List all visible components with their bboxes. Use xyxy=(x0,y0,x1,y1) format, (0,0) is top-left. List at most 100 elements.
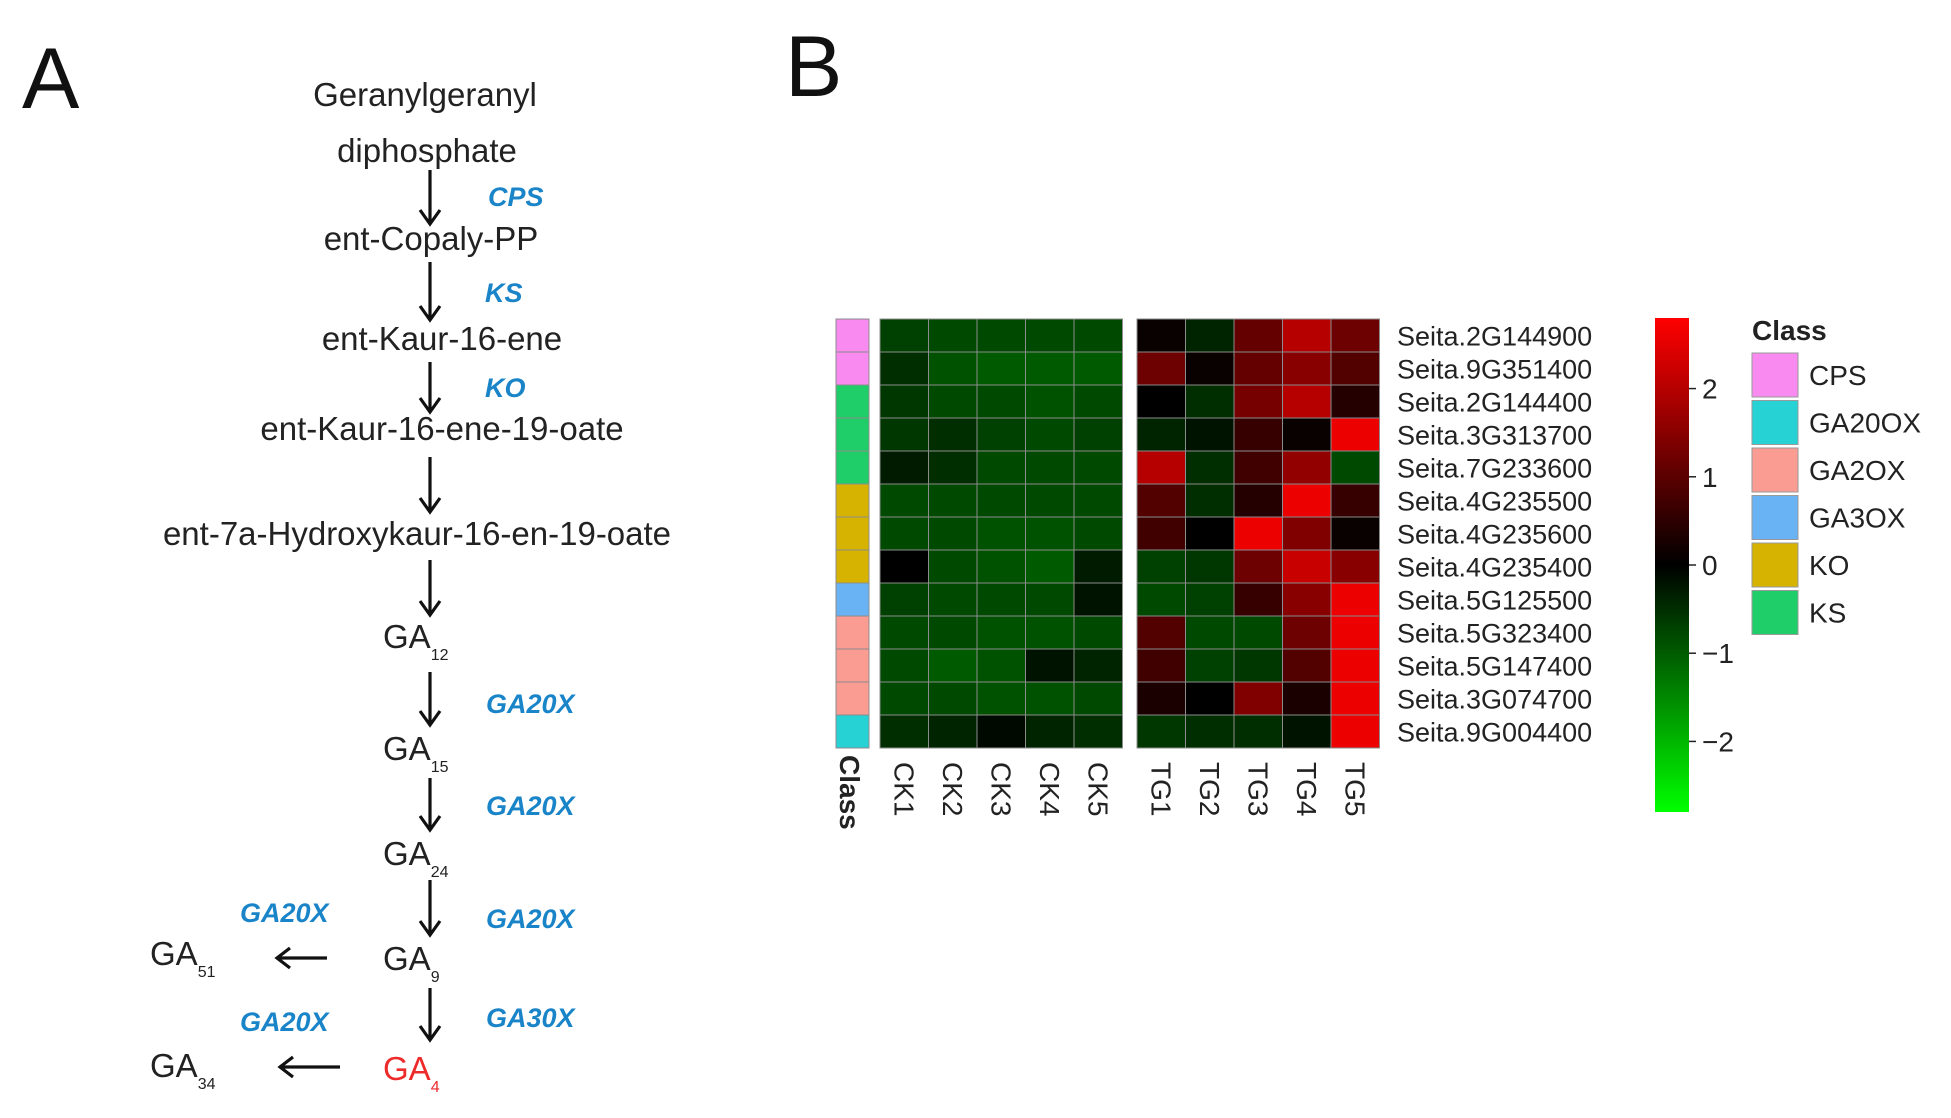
heatmap-cell xyxy=(1185,450,1235,485)
metabolite-ent-7a-hydroxykaurenoate: ent-7a-Hydroxykaur-16-en-19-oate xyxy=(163,515,671,552)
heatmap-cell xyxy=(1185,384,1235,419)
heatmap-cell xyxy=(879,450,929,485)
heatmap-cell xyxy=(1025,681,1075,716)
colorbar-ticks: 2 1 0 −1 −2 xyxy=(1689,374,1734,757)
class-strip-cell xyxy=(835,351,870,386)
legend-swatch xyxy=(1751,495,1799,540)
heatmap-cell xyxy=(976,648,1026,683)
heatmap-cell xyxy=(1185,582,1235,617)
arrow-left xyxy=(277,1055,340,1079)
heatmap-cell xyxy=(879,648,929,683)
heatmap-cell xyxy=(1330,714,1380,749)
heatmap-cell xyxy=(1330,384,1380,419)
arrow-down xyxy=(418,362,442,415)
class-strip-cell xyxy=(835,714,870,749)
heatmap-cell xyxy=(928,450,978,485)
legend-label: KS xyxy=(1809,598,1846,629)
heatmap-cell xyxy=(1025,549,1075,584)
heatmap-cell xyxy=(976,615,1026,650)
legend-label: CPS xyxy=(1809,360,1867,391)
heatmap-cell xyxy=(1025,483,1075,518)
heatmap-cell xyxy=(1025,384,1075,419)
legend-label: KO xyxy=(1809,550,1849,581)
heatmap-cell xyxy=(928,483,978,518)
panel-b-heatmap: B Seita.2G144900Seita.9G351400Seita.2G14… xyxy=(785,19,1921,830)
sample-label: TG1 xyxy=(1145,762,1176,816)
class-strip-cell xyxy=(835,483,870,518)
heatmap-cell xyxy=(976,351,1026,386)
heatmap-cell xyxy=(1025,516,1075,551)
sample-label: CK4 xyxy=(1034,762,1065,816)
heatmap-cell xyxy=(1073,318,1123,353)
heatmap-cell xyxy=(1282,648,1332,683)
heatmap-cell xyxy=(1330,483,1380,518)
heatmap-cell xyxy=(1233,483,1283,518)
heatmap-cell xyxy=(1330,516,1380,551)
heatmap-cell xyxy=(1073,384,1123,419)
legend-label: GA3OX xyxy=(1809,503,1906,534)
heatmap-cell xyxy=(1282,681,1332,716)
metabolite-start-line1: Geranylgeranyl xyxy=(313,76,537,113)
heatmap-cell xyxy=(879,483,929,518)
heatmap-cell xyxy=(1330,549,1380,584)
metabolite-ent-kaurenoate: ent-Kaur-16-ene-19-oate xyxy=(260,410,623,447)
heatmap-cell xyxy=(1136,351,1186,386)
heatmap-cell xyxy=(1073,582,1123,617)
heatmap-cell xyxy=(1185,483,1235,518)
colorbar xyxy=(1655,318,1689,812)
metabolite-start-line2: diphosphate xyxy=(337,132,517,169)
ga4-label: GA4 xyxy=(383,1050,440,1096)
heatmap-cell xyxy=(1282,384,1332,419)
colorbar-tick-label: −2 xyxy=(1702,726,1734,757)
enzyme-ga20x-label: GA20X xyxy=(240,1007,331,1037)
heatmap-cell xyxy=(1330,648,1380,683)
sample-label: CK3 xyxy=(985,762,1016,816)
arrow-down xyxy=(418,672,442,728)
panel-b-letter: B xyxy=(785,19,842,115)
heatmap-cell xyxy=(1136,483,1186,518)
heatmap-cell xyxy=(1073,714,1123,749)
ga51-label: GA51 xyxy=(150,935,216,981)
heatmap-cells xyxy=(879,318,1380,749)
heatmap-cell xyxy=(1025,714,1075,749)
arrow-down xyxy=(418,457,442,515)
arrow-left xyxy=(274,946,327,970)
heatmap-cell xyxy=(879,549,929,584)
ga34-label: GA34 xyxy=(150,1047,216,1093)
legend-swatch xyxy=(1751,542,1799,588)
heatmap-cell xyxy=(1185,417,1235,452)
heatmap-cell xyxy=(1136,681,1186,716)
heatmap-cell xyxy=(1025,648,1075,683)
heatmap-cell xyxy=(976,417,1026,452)
heatmap-cell xyxy=(976,450,1026,485)
heatmap-cell xyxy=(1073,450,1123,485)
heatmap-cell xyxy=(928,384,978,419)
sample-label: TG2 xyxy=(1194,762,1225,816)
enzyme-ga20x-label: GA20X xyxy=(486,689,577,719)
heatmap-cell xyxy=(1233,351,1283,386)
heatmap-cell xyxy=(1233,714,1283,749)
class-legend: CPS GA20OX GA2OX GA3OX KO KS xyxy=(1751,352,1921,635)
class-strip-cell xyxy=(835,648,870,683)
gene-label: Seita.5G147400 xyxy=(1397,652,1592,682)
heatmap-cell xyxy=(1073,417,1123,452)
enzyme-ga20x-label: GA20X xyxy=(486,791,577,821)
ga15-label: GA15 xyxy=(383,730,449,776)
arrow-down xyxy=(418,262,442,323)
heatmap-cell xyxy=(1233,648,1283,683)
heatmap-cell xyxy=(879,417,929,452)
arrow-down xyxy=(418,778,442,833)
class-strip-cell xyxy=(835,549,870,584)
heatmap-cell xyxy=(928,714,978,749)
heatmap-cell xyxy=(928,615,978,650)
heatmap-cell xyxy=(879,384,929,419)
heatmap-cell xyxy=(976,516,1026,551)
heatmap-cell xyxy=(1073,648,1123,683)
heatmap-cell xyxy=(1073,516,1123,551)
heatmap-cell xyxy=(1185,681,1235,716)
metabolite-ent-copaly-pp: ent-Copaly-PP xyxy=(324,220,539,257)
heatmap-cell xyxy=(1136,417,1186,452)
class-strip-cell xyxy=(835,450,870,485)
heatmap-cell xyxy=(879,681,929,716)
heatmap-cell xyxy=(976,549,1026,584)
